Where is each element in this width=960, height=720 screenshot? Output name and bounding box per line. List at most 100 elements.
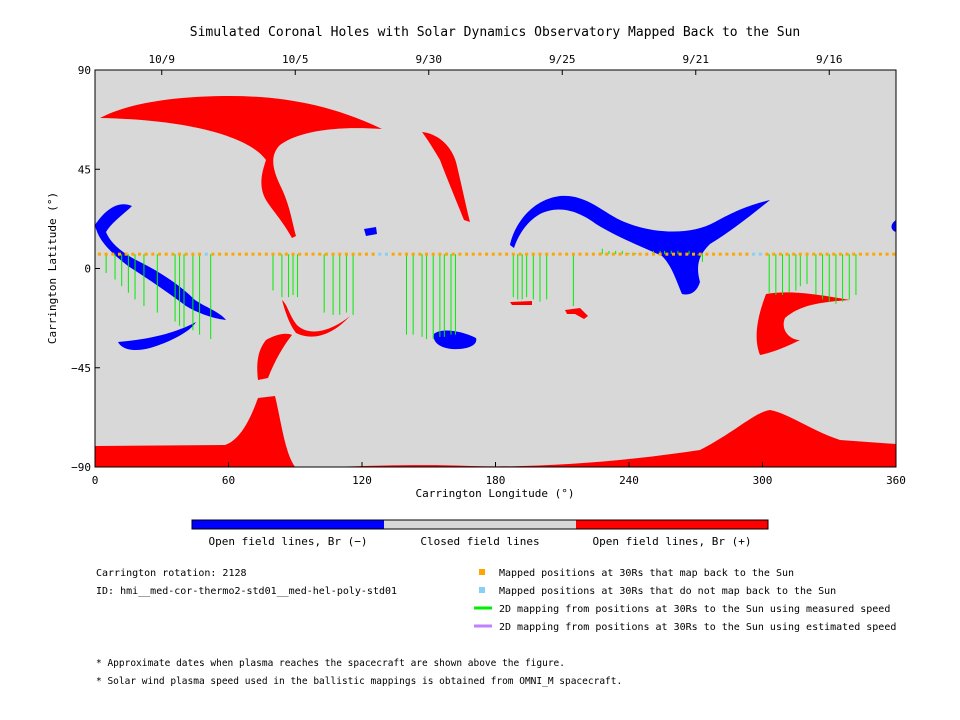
mapped-position <box>445 252 449 256</box>
south-polar-positive-hole <box>95 396 296 467</box>
x-tick-label: 360 <box>886 474 906 487</box>
mapped-position <box>525 252 529 256</box>
mapped-position <box>211 252 215 256</box>
mapped-position <box>151 252 155 256</box>
mapped-position <box>785 252 789 256</box>
mapped-position <box>885 252 889 256</box>
mapped-position <box>565 252 569 256</box>
mapped-position <box>558 252 562 256</box>
legend: Mapped positions at 30Rs that map back t… <box>474 568 896 633</box>
mapped-position <box>351 252 355 256</box>
mapped-position <box>138 252 141 256</box>
mapped-position <box>605 252 609 256</box>
unmapped-position <box>752 252 756 256</box>
mapped-position <box>518 252 522 256</box>
footnote-speed: * Solar wind plasma speed used in the ba… <box>96 676 622 687</box>
x-axis-label: Carrington Longitude (°) <box>416 487 575 500</box>
mapped-position <box>505 252 509 256</box>
mapped-position <box>591 252 595 256</box>
y-tick-label: −90 <box>71 461 91 474</box>
negative-hole-south-arc <box>118 322 196 350</box>
north-mid-positive-hole <box>422 132 470 222</box>
x-tick-label: 180 <box>486 474 506 487</box>
mapped-position <box>665 252 669 256</box>
mapped-position <box>318 252 322 256</box>
mapped-position <box>772 252 776 256</box>
mapped-position <box>538 252 542 256</box>
colorbar-label-negative: Open field lines, Br (−) <box>209 535 368 548</box>
colorbar: Open field lines, Br (−) Closed field li… <box>191 519 769 548</box>
y-axis-label: Carrington Latitude (°) <box>46 192 59 344</box>
x-tick-label: 60 <box>222 474 235 487</box>
mapped-position <box>825 252 829 256</box>
mapped-position <box>278 252 282 256</box>
mapped-position <box>331 252 335 256</box>
mapped-position <box>284 252 288 256</box>
small-positive-patch <box>510 301 532 305</box>
mapped-position <box>171 252 175 256</box>
mapped-position <box>344 252 348 256</box>
mapped-position <box>892 252 896 256</box>
mapped-position <box>712 252 716 256</box>
midlat-positive-hole-d <box>257 333 292 380</box>
mapped-position <box>872 252 876 256</box>
midlat-positive-hole-c <box>282 300 350 337</box>
unmapped-position <box>384 252 388 256</box>
mapped-position <box>391 252 395 256</box>
legend-label-estimated: 2D mapping from positions at 30Rs to the… <box>499 622 896 633</box>
mapped-position <box>124 252 128 256</box>
mapped-position <box>371 252 375 256</box>
top-date-label: 9/30 <box>416 53 443 66</box>
mapped-position <box>598 252 602 256</box>
mapped-position <box>291 252 295 256</box>
midlat-positive-hole-f <box>756 292 850 355</box>
mapped-position <box>805 252 809 256</box>
mapped-position <box>792 252 796 256</box>
negative-hole-arc-north <box>510 195 770 295</box>
field-line-mappings <box>105 248 857 340</box>
colorbar-label-positive: Open field lines, Br (+) <box>593 535 752 548</box>
unmapped-position <box>758 252 762 256</box>
negative-hole-west-lobe <box>95 204 226 320</box>
mapped-position <box>104 252 108 256</box>
mapped-position <box>117 252 121 256</box>
mapped-position <box>97 252 101 256</box>
mapped-position <box>678 252 682 256</box>
mapped-position <box>184 252 188 256</box>
mapped-position <box>725 252 729 256</box>
mapped-position <box>398 252 402 256</box>
mapped-position <box>431 252 435 256</box>
mapped-position <box>298 252 302 256</box>
mapped-position <box>164 252 168 256</box>
mapped-position <box>231 252 235 256</box>
mapped-position <box>658 252 662 256</box>
mapped-position <box>178 252 182 256</box>
mapped-position <box>405 252 408 256</box>
mapped-position <box>144 252 148 256</box>
unmapped-position <box>378 252 382 256</box>
mapped-position <box>718 252 722 256</box>
mapped-position <box>324 252 328 256</box>
mapped-position <box>238 252 242 256</box>
legend-swatch-mapped <box>479 569 485 575</box>
mapped-position <box>838 252 842 256</box>
x-tick-label: 300 <box>753 474 773 487</box>
x-tick-label: 0 <box>92 474 99 487</box>
mapped-position <box>198 252 202 256</box>
mapped-position <box>465 252 469 256</box>
mapped-position <box>364 252 368 256</box>
mapped-position <box>111 252 115 256</box>
carrington-rotation: Carrington rotation: 2128 <box>96 568 247 579</box>
mapped-position <box>471 252 475 256</box>
mapped-position <box>224 252 228 256</box>
mapped-position <box>425 252 429 256</box>
top-date-label: 10/9 <box>149 53 176 66</box>
mapped-positions <box>97 252 896 256</box>
mapped-position <box>511 252 515 256</box>
mapped-position <box>451 252 455 256</box>
top-date-label: 9/25 <box>549 53 576 66</box>
mapped-position <box>251 252 255 256</box>
unmapped-position <box>204 252 208 256</box>
mapped-position <box>304 252 308 256</box>
mapped-position <box>698 252 702 256</box>
